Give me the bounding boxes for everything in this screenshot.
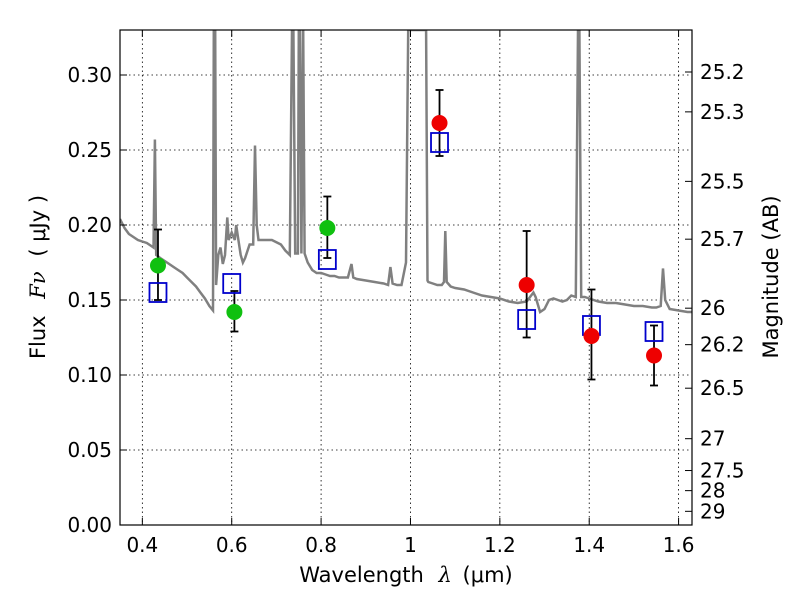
y-tick-label: 0.30 — [67, 63, 112, 87]
x-tick-label: 1.4 — [573, 533, 605, 557]
x-tick-label: 0.8 — [305, 533, 337, 557]
y2-tick-label: 25.2 — [700, 60, 745, 84]
y2-tick-label: 25.7 — [700, 227, 745, 251]
x-tick-label: 0.4 — [126, 533, 158, 557]
y2-tick-label: 28 — [700, 479, 725, 503]
y2-tick-label: 27 — [700, 427, 725, 451]
green-data-point — [319, 220, 336, 236]
spectrum-line — [120, 30, 692, 315]
axis-ticks: 0.4 0.6 0.8 1 1.2 1.4 1.6 0.00 0.05 0.10 0.15 0.20 0… — [67, 30, 745, 557]
red-data-point — [518, 277, 535, 293]
y2-tick-label: 26.2 — [700, 333, 745, 357]
green-data-point — [149, 257, 166, 274]
model-box-marker — [517, 309, 537, 330]
model-box-marker — [222, 273, 242, 294]
y-tick-label: 0.15 — [67, 288, 112, 312]
model-box-marker — [148, 282, 168, 303]
x-axis-label: Wavelength λ (μm) — [299, 563, 512, 587]
model-box-marker — [430, 132, 449, 153]
green-data-point — [226, 304, 243, 320]
y2-tick-label: 29 — [700, 499, 725, 523]
observed-points — [149, 115, 663, 364]
y-tick-label: 0.20 — [67, 213, 112, 237]
red-data-point — [646, 347, 663, 364]
red-data-point — [583, 328, 600, 344]
x-tick-label: 1.6 — [663, 533, 695, 557]
y2-axis-label: Magnitude (AB) — [759, 195, 783, 358]
x-tick-label: 0.6 — [216, 533, 248, 557]
y-tick-label: 0.00 — [67, 513, 112, 537]
y2-tick-label: 26 — [700, 296, 725, 320]
y-tick-label: 0.25 — [67, 138, 112, 162]
plot-area — [120, 30, 692, 387]
plot-frame — [119, 29, 693, 526]
model-box-marker — [317, 249, 337, 270]
y2-tick-label: 26.5 — [700, 376, 745, 400]
model-box-marker — [644, 321, 664, 342]
x-tick-label: 1 — [404, 533, 417, 557]
y2-tick-label: 25.5 — [700, 169, 745, 193]
model-boxes — [148, 132, 664, 342]
y-tick-label: 0.05 — [67, 438, 112, 462]
y2-tick-label: 25.3 — [700, 100, 745, 124]
red-data-point — [431, 115, 448, 131]
y2-tick-label: 27.5 — [700, 459, 745, 483]
y-axis-label: Flux Fν ( μJy ) — [26, 195, 50, 359]
x-tick-label: 1.2 — [484, 533, 516, 557]
y-tick-label: 0.10 — [67, 363, 112, 387]
